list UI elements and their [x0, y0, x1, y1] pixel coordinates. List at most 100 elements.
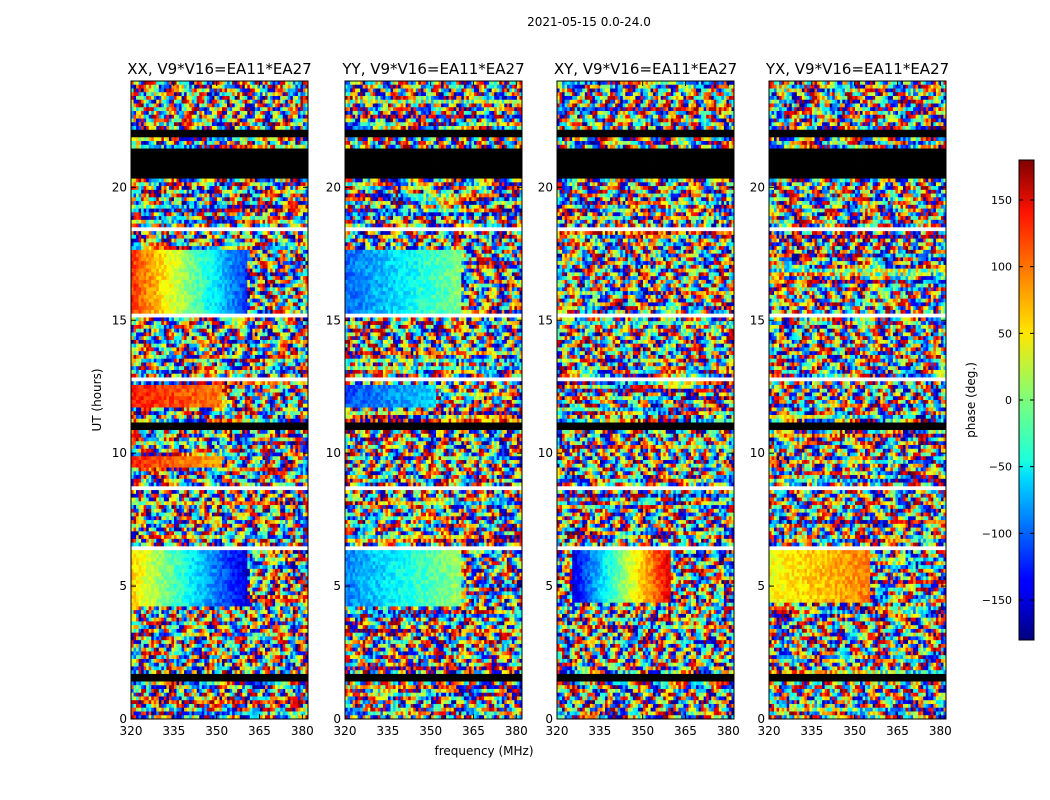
heatmap-cell	[161, 137, 164, 141]
heatmap-cell	[242, 276, 245, 280]
heatmap-cell	[166, 130, 169, 134]
heatmap-cell	[280, 310, 283, 314]
heatmap-cell	[222, 119, 225, 123]
heatmap-cell	[285, 190, 288, 194]
heatmap-cell	[303, 280, 306, 284]
heatmap-cell	[285, 201, 288, 205]
heatmap-cell	[207, 310, 210, 314]
heatmap-cell	[164, 160, 167, 164]
heatmap-cell	[159, 167, 162, 171]
heatmap-cell	[222, 111, 225, 115]
heatmap-cell	[278, 156, 281, 160]
heatmap-cell	[204, 310, 207, 314]
heatmap-cell	[161, 171, 164, 175]
heatmap-cell	[164, 280, 167, 284]
heatmap-cell	[230, 137, 233, 141]
heatmap-cell	[232, 194, 235, 198]
heatmap-cell	[303, 145, 306, 149]
heatmap-cell	[194, 164, 197, 168]
heatmap-cell	[144, 205, 147, 209]
heatmap-cell	[293, 220, 296, 224]
heatmap-cell	[255, 141, 258, 145]
heatmap-cell	[280, 85, 283, 89]
heatmap-cell	[250, 175, 253, 179]
heatmap-cell	[192, 227, 195, 231]
heatmap-cell	[214, 280, 217, 284]
heatmap-cell	[247, 254, 250, 258]
heatmap-cell	[182, 122, 185, 126]
heatmap-cell	[212, 302, 215, 306]
heatmap-cell	[295, 85, 298, 89]
heatmap-cell	[207, 190, 210, 194]
heatmap-cell	[270, 284, 273, 288]
heatmap-cell	[207, 224, 210, 228]
heatmap-cell	[283, 231, 286, 235]
heatmap-cell	[174, 295, 177, 299]
heatmap-cell	[192, 160, 195, 164]
heatmap-cell	[290, 261, 293, 265]
heatmap-cell	[288, 182, 291, 186]
heatmap-cell	[230, 269, 233, 273]
heatmap-cell	[212, 231, 215, 235]
heatmap-cell	[273, 130, 276, 134]
heatmap-cell	[270, 212, 273, 216]
heatmap-cell	[225, 122, 228, 126]
heatmap-cell	[285, 317, 288, 321]
heatmap-cell	[252, 265, 255, 269]
heatmap-cell	[179, 122, 182, 126]
heatmap-cell	[156, 235, 159, 239]
heatmap-cell	[182, 280, 185, 284]
heatmap-cell	[189, 254, 192, 258]
heatmap-cell	[141, 149, 144, 153]
heatmap-cell	[174, 272, 177, 276]
heatmap-cell	[177, 242, 180, 246]
heatmap-cell	[252, 119, 255, 123]
heatmap-cell	[139, 310, 142, 314]
heatmap-cell	[169, 269, 172, 273]
heatmap-cell	[232, 212, 235, 216]
heatmap-cell	[202, 250, 205, 254]
heatmap-cell	[156, 291, 159, 295]
heatmap-cell	[255, 100, 258, 104]
heatmap-cell	[247, 212, 250, 216]
heatmap-cell	[217, 224, 220, 228]
heatmap-cell	[189, 314, 192, 318]
heatmap-cell	[207, 167, 210, 171]
heatmap-cell	[237, 216, 240, 220]
heatmap-cell	[275, 190, 278, 194]
heatmap-cell	[265, 310, 268, 314]
heatmap-cell	[161, 190, 164, 194]
heatmap-cell	[136, 257, 139, 261]
heatmap-cell	[166, 137, 169, 141]
heatmap-cell	[209, 269, 212, 273]
heatmap-cell	[214, 306, 217, 310]
heatmap-cell	[250, 299, 253, 303]
heatmap-cell	[194, 254, 197, 258]
heatmap-cell	[189, 89, 192, 93]
heatmap-cell	[230, 317, 233, 321]
heatmap-cell	[214, 242, 217, 246]
heatmap-cell	[209, 190, 212, 194]
heatmap-cell	[270, 209, 273, 213]
heatmap-cell	[164, 310, 167, 314]
heatmap-cell	[199, 126, 202, 130]
heatmap-cell	[169, 280, 172, 284]
heatmap-cell	[144, 89, 147, 93]
heatmap-cell	[144, 269, 147, 273]
heatmap-cell	[237, 224, 240, 228]
heatmap-cell	[242, 220, 245, 224]
heatmap-cell	[151, 276, 154, 280]
heatmap-cell	[136, 175, 139, 179]
heatmap-cell	[134, 115, 137, 119]
heatmap-cell	[260, 220, 263, 224]
heatmap-cell	[214, 107, 217, 111]
heatmap-cell	[278, 149, 281, 153]
heatmap-cell	[242, 122, 245, 126]
heatmap-cell	[225, 235, 228, 239]
heatmap-cell	[273, 126, 276, 130]
heatmap-cell	[184, 227, 187, 231]
heatmap-cell	[169, 246, 172, 250]
heatmap-cell	[252, 269, 255, 273]
heatmap-cell	[227, 287, 230, 291]
heatmap-cell	[217, 284, 220, 288]
